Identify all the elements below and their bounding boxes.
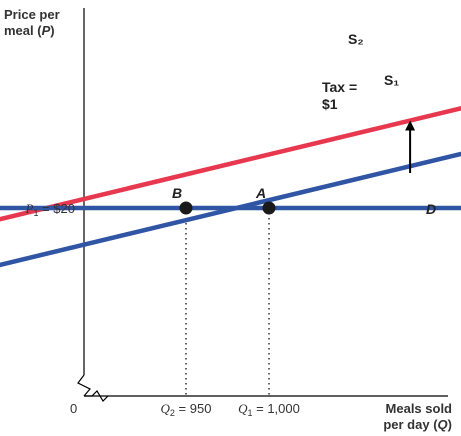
point-b: [179, 201, 193, 215]
tax-annotation-line1: Tax =: [322, 79, 357, 95]
tick-label-q1: Q1 = 1,000: [238, 401, 300, 418]
x-axis-label-line2: per day (Q): [383, 417, 452, 432]
series-label-d: D: [426, 201, 436, 217]
supply-curve-s2: [0, 105, 461, 222]
x-axis-break: [84, 390, 109, 402]
tick-label-q2: Q2 = 950: [161, 401, 212, 418]
tax-arrow-head: [405, 120, 416, 131]
origin-label: 0: [70, 401, 77, 416]
y-axis-label-line1: Price per: [4, 7, 60, 22]
series-label-s1: S₁: [384, 72, 399, 88]
x-axis-label-line1: Meals sold: [386, 401, 453, 416]
point-label-b: B: [172, 185, 182, 201]
axis-break: [77, 374, 91, 397]
tick-label-p1: P1 = $20: [25, 201, 75, 218]
supply-curve-s1: [0, 151, 461, 268]
y-axis-label-line2: meal (P): [4, 23, 55, 38]
point-a: [262, 201, 276, 215]
tax-annotation-line2: $1: [322, 96, 338, 112]
series-label-s2: S₂: [348, 31, 364, 47]
point-label-a: A: [255, 185, 266, 201]
